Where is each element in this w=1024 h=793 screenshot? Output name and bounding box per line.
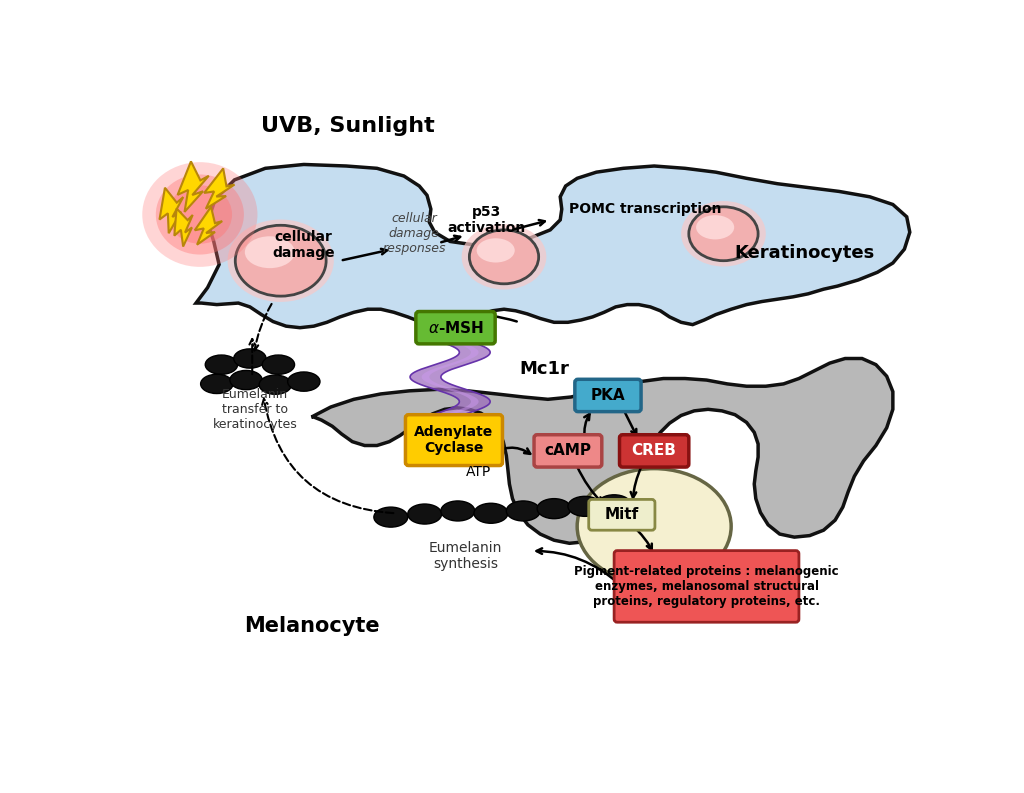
Ellipse shape	[236, 225, 326, 296]
Ellipse shape	[142, 162, 257, 267]
Ellipse shape	[476, 238, 515, 262]
Ellipse shape	[374, 507, 408, 527]
Ellipse shape	[469, 230, 539, 284]
Ellipse shape	[408, 504, 441, 524]
Ellipse shape	[506, 501, 541, 521]
Polygon shape	[204, 168, 234, 209]
FancyBboxPatch shape	[620, 435, 689, 467]
Ellipse shape	[230, 370, 262, 389]
FancyBboxPatch shape	[614, 550, 799, 623]
FancyBboxPatch shape	[535, 435, 602, 467]
FancyBboxPatch shape	[574, 379, 641, 412]
Polygon shape	[311, 358, 893, 543]
Ellipse shape	[597, 495, 631, 515]
Ellipse shape	[262, 355, 295, 374]
Ellipse shape	[227, 220, 334, 302]
Text: Pigment-related proteins : melanogenic
enzymes, melanosomal structural
proteins,: Pigment-related proteins : melanogenic e…	[574, 565, 839, 608]
FancyBboxPatch shape	[589, 500, 655, 531]
Ellipse shape	[689, 207, 758, 261]
Ellipse shape	[233, 349, 266, 368]
Ellipse shape	[259, 375, 292, 394]
Polygon shape	[177, 162, 209, 212]
Ellipse shape	[168, 186, 232, 243]
Text: PKA: PKA	[591, 388, 626, 403]
Text: Eumelanin
synthesis: Eumelanin synthesis	[429, 541, 502, 571]
Text: CREB: CREB	[632, 443, 677, 458]
Ellipse shape	[441, 501, 475, 521]
Text: $\alpha$-MSH: $\alpha$-MSH	[428, 320, 483, 335]
Polygon shape	[174, 209, 193, 247]
FancyBboxPatch shape	[406, 415, 503, 465]
Ellipse shape	[696, 215, 734, 239]
Ellipse shape	[201, 374, 233, 393]
Ellipse shape	[568, 496, 602, 516]
Ellipse shape	[474, 504, 508, 523]
Polygon shape	[160, 188, 183, 233]
FancyBboxPatch shape	[416, 312, 496, 344]
Ellipse shape	[288, 372, 319, 391]
Text: UVB, Sunlight: UVB, Sunlight	[261, 116, 435, 136]
Text: Melanocyte: Melanocyte	[244, 616, 379, 637]
Text: Adenylate
Cyclase: Adenylate Cyclase	[415, 425, 494, 455]
Text: Keratinocytes: Keratinocytes	[734, 244, 874, 262]
Text: Eumelanin
transfer to
keratinocytes: Eumelanin transfer to keratinocytes	[213, 388, 298, 431]
Text: ATP: ATP	[466, 465, 492, 480]
Text: p53
activation: p53 activation	[447, 205, 525, 235]
Polygon shape	[196, 164, 909, 328]
Text: cAMP: cAMP	[545, 443, 592, 458]
Ellipse shape	[156, 174, 244, 255]
Text: cellular
damage: cellular damage	[272, 230, 335, 260]
Polygon shape	[195, 207, 222, 245]
Ellipse shape	[538, 499, 571, 519]
Ellipse shape	[681, 201, 766, 266]
Ellipse shape	[245, 236, 295, 268]
Text: Mitf: Mitf	[605, 508, 639, 523]
Ellipse shape	[462, 224, 547, 289]
Ellipse shape	[578, 469, 731, 584]
Text: cellular
damage
responses: cellular damage responses	[382, 213, 445, 255]
Ellipse shape	[205, 355, 238, 374]
Text: POMC transcription: POMC transcription	[569, 202, 722, 216]
Text: Mc1r: Mc1r	[519, 359, 569, 377]
